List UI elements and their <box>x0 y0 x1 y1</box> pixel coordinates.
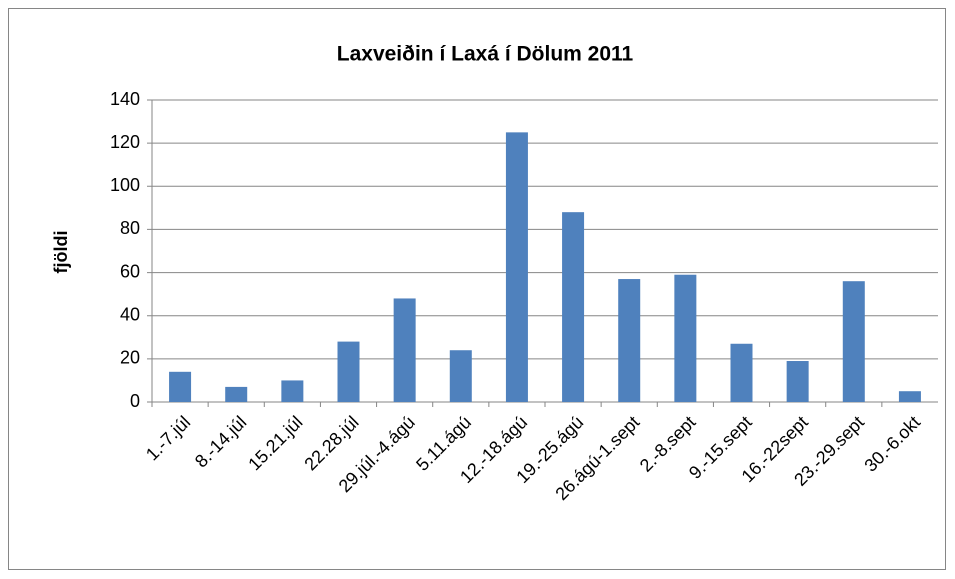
y-tick-label: 40 <box>120 304 140 324</box>
bar <box>169 371 192 402</box>
bar <box>674 274 697 402</box>
bar <box>281 380 304 402</box>
y-tick-label: 0 <box>130 391 140 411</box>
bar <box>449 350 472 402</box>
bar <box>225 386 248 402</box>
y-tick-label: 140 <box>110 89 140 109</box>
y-axis-label: fjöldi <box>51 231 71 274</box>
y-tick-label: 100 <box>110 175 140 195</box>
bar <box>842 281 865 402</box>
y-tick-label: 120 <box>110 132 140 152</box>
bar <box>505 132 528 402</box>
y-tick-label: 60 <box>120 261 140 281</box>
bar <box>730 343 753 402</box>
chart-title: Laxveiðin í Laxá í Dölum 2011 <box>337 43 634 66</box>
y-tick-label: 20 <box>120 348 140 368</box>
chart-frame <box>8 8 946 570</box>
bar <box>562 212 585 402</box>
bar <box>898 391 921 402</box>
bar <box>337 341 360 402</box>
bar <box>786 361 809 402</box>
y-tick-label: 80 <box>120 218 140 238</box>
bar <box>618 279 641 402</box>
bar <box>393 298 416 402</box>
